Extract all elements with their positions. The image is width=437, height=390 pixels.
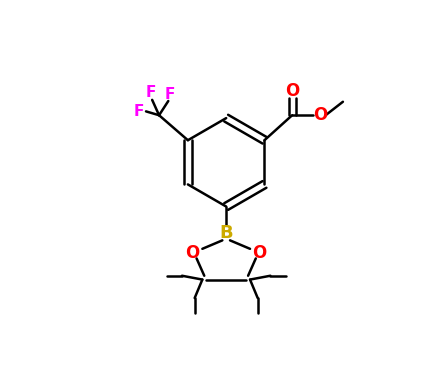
Text: F: F (134, 104, 144, 119)
Text: F: F (146, 85, 156, 101)
Text: B: B (219, 224, 233, 242)
Text: O: O (186, 244, 200, 262)
Text: O: O (285, 82, 299, 100)
Text: O: O (313, 106, 327, 124)
Text: F: F (165, 87, 175, 101)
Text: O: O (253, 244, 267, 262)
